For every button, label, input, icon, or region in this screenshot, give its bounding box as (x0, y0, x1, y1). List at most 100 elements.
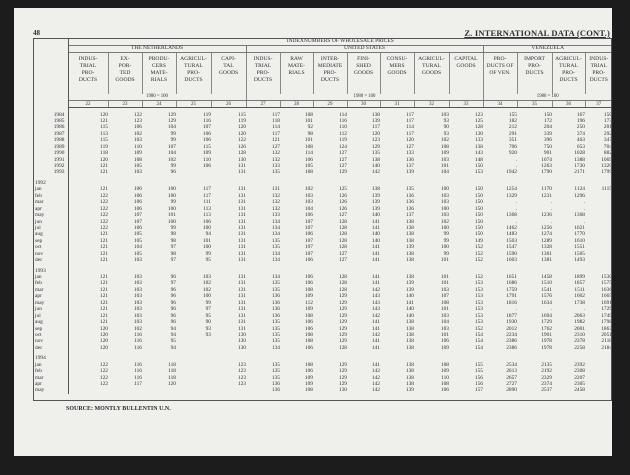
cell-col-36: 653 (576, 143, 585, 150)
cell-col-30: 141 (371, 361, 380, 368)
cell-col-32: 108 (440, 143, 449, 150)
cell-col-30: 143 (371, 293, 380, 300)
cell-col-30: 139 (371, 199, 380, 206)
cell-col-28: 109 (304, 381, 313, 388)
cell-col-31: 138 (405, 325, 414, 332)
cell-col-36: 2305 (574, 381, 585, 388)
cell-col-27: 135 (271, 361, 280, 368)
cell-col-30: 141 (371, 250, 380, 257)
cell-col-30: 141 (371, 280, 380, 287)
cell-col-31: 140 (405, 312, 414, 319)
cell-col-28: 107 (304, 224, 313, 231)
cell-col-30: 141 (371, 224, 380, 231)
cell-col-34: 351 (508, 137, 517, 144)
table-row: mar 121 103 96 102 131 135 108 128 142 139 103 153 17… (33, 286, 612, 294)
cell-col-24: 104 (167, 150, 176, 157)
cell-col-36: 2378 (574, 338, 585, 345)
cell-col-33: 157 (474, 387, 483, 394)
cell-col-33: 150 (474, 192, 483, 199)
table-row: aug 121 103 96 90 131 135 106 129 141 138 104 153 193… (33, 319, 612, 326)
cell-col-23: 103 (133, 312, 142, 319)
cell-col-36: 1511 (574, 286, 585, 293)
cell-col-27: 127 (271, 143, 280, 150)
row-label: oct (33, 332, 69, 339)
cell-col-23: 117 (134, 381, 142, 388)
cell-col-30: 135 (371, 150, 380, 157)
cell-col-35: 1231 (541, 192, 552, 199)
cell-col-34: 1503 (506, 237, 517, 244)
year-heading-row: 1992 (33, 180, 612, 187)
cell-col-28: 107 (304, 237, 313, 244)
cell-col-22: 122 (99, 192, 108, 199)
cell-col-36: 1621 (574, 224, 585, 231)
base-year-united-states: 1980 = 100 (245, 94, 483, 101)
cell-col-24: 100 (167, 218, 176, 225)
cell-col-34: . (515, 156, 517, 163)
cell-col-24: 96 (170, 293, 176, 300)
cell-col-28: 101 (304, 137, 313, 144)
cell-col-34: 1686 (506, 280, 517, 287)
cell-col-26: 131 (237, 205, 246, 212)
cell-col-27: 132 (271, 199, 280, 206)
cell-col-23: 122 (133, 111, 142, 118)
source-note: SOURCE: MONTLY BULLENTIN U.N. (66, 406, 171, 412)
cell-col-37: 704 (603, 143, 613, 150)
cell-col-27: 135 (271, 374, 280, 381)
year-heading-row: 1993 (33, 268, 612, 275)
country-netherlands: THE NETHERLANDS (67, 45, 246, 53)
cell-col-28: 108 (304, 111, 313, 118)
cell-col-27: 134 (271, 344, 280, 351)
column-number-24: 24 (141, 100, 176, 108)
cell-col-35: 1541 (541, 286, 552, 293)
cell-col-26: 115 (238, 111, 246, 118)
cell-col-36: 1899 (574, 274, 585, 281)
cell-col-30: 139 (371, 192, 380, 199)
cell-col-28: 107 (304, 244, 313, 251)
row-label: mar (33, 375, 69, 382)
cell-col-27: 135 (271, 331, 280, 338)
column-header-23: EX- POR- TED GOODS (107, 52, 142, 94)
cell-col-31: 136 (405, 156, 414, 163)
cell-col-35: 1762 (541, 325, 552, 332)
cell-col-33: 143 (474, 150, 483, 157)
cell-col-23: 103 (133, 280, 142, 287)
cell-col-27: 134 (271, 257, 280, 264)
cell-col-29: 128 (338, 244, 347, 251)
row-label: jul (33, 225, 69, 232)
cell-col-37: 1530 (601, 274, 613, 281)
cell-col-31: 138 (405, 274, 414, 281)
cell-col-27: 134 (271, 231, 280, 238)
cell-col-23: 106 (133, 186, 142, 193)
table-row: jun 121 103 96 97 131 136 109 129 143 140 101 153...… (33, 306, 612, 314)
cell-col-33: 150 (474, 212, 483, 219)
cell-col-34: 2234 (506, 331, 517, 338)
cell-col-30: 142 (371, 169, 380, 176)
column-header-35: IMPORT PRO- DUCTS (516, 52, 552, 94)
cell-col-24: 100 (167, 205, 176, 212)
cell-col-35: 1170 (541, 186, 552, 193)
cell-col-25: 117 (203, 192, 211, 199)
row-label: sep (33, 326, 69, 333)
row-label: 1993 (33, 170, 69, 177)
row-label: 1988 (33, 137, 69, 145)
cell-col-34: 2613 (506, 368, 517, 375)
cell-col-22: 121 (99, 280, 108, 287)
cell-col-30: 139 (371, 117, 380, 124)
cell-col-23: 108 (133, 156, 142, 163)
cell-col-28: 106 (304, 368, 313, 375)
cell-col-34: 2890 (506, 387, 517, 394)
cell-col-23: 103 (133, 299, 142, 306)
cell-col-30: 123 (371, 137, 380, 144)
cell-col-27: 136 (271, 306, 280, 313)
cell-col-36: 2308 (574, 368, 585, 375)
cell-col-25: 117 (203, 186, 211, 193)
table-row: jul 121 103 96 95 131 136 108 129 142 140 103 153 187… (33, 312, 612, 320)
cell-col-25: 113 (203, 212, 211, 219)
cell-col-25 (176, 388, 211, 394)
cell-col-29: 129 (338, 293, 347, 300)
cell-col-35: 1236 (541, 212, 552, 219)
cell-col-25: 103 (202, 274, 211, 281)
cell-col-24: 98 (170, 237, 176, 244)
cell-col-29: 129 (338, 312, 347, 319)
cell-col-23: 105 (133, 163, 142, 170)
